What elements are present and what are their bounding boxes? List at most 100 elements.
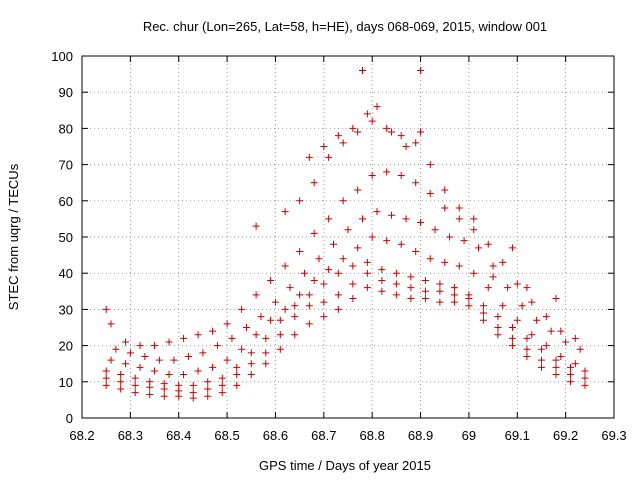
data-point bbox=[537, 345, 545, 353]
data-point bbox=[310, 229, 318, 237]
data-point bbox=[412, 179, 420, 187]
data-point bbox=[204, 378, 212, 386]
y-tick-label: 20 bbox=[59, 339, 73, 354]
x-tick-label: 68.5 bbox=[214, 428, 239, 443]
y-tick-label: 100 bbox=[51, 49, 73, 64]
data-point bbox=[479, 309, 487, 317]
x-tick-label: 68.4 bbox=[166, 428, 191, 443]
data-point bbox=[484, 284, 492, 292]
data-point bbox=[320, 298, 328, 306]
data-point bbox=[276, 316, 284, 324]
data-point bbox=[310, 276, 318, 284]
data-point bbox=[518, 302, 526, 310]
data-point bbox=[368, 233, 376, 241]
data-point bbox=[562, 338, 570, 346]
y-tick-label: 60 bbox=[59, 194, 73, 209]
data-point bbox=[407, 273, 415, 281]
data-point bbox=[523, 352, 531, 360]
data-point bbox=[513, 280, 521, 288]
data-point bbox=[136, 363, 144, 371]
data-point bbox=[315, 255, 323, 263]
data-point bbox=[184, 352, 192, 360]
data-point bbox=[552, 356, 560, 364]
y-tick-label: 90 bbox=[59, 85, 73, 100]
data-point bbox=[189, 381, 197, 389]
data-point bbox=[349, 280, 357, 288]
data-point bbox=[334, 132, 342, 140]
data-point bbox=[547, 327, 555, 335]
data-point bbox=[141, 352, 149, 360]
data-point bbox=[257, 313, 265, 321]
data-point bbox=[160, 380, 168, 388]
data-point bbox=[441, 258, 449, 266]
data-point bbox=[388, 128, 396, 136]
data-point bbox=[102, 381, 110, 389]
data-point bbox=[175, 381, 183, 389]
data-point bbox=[117, 371, 125, 379]
data-point bbox=[354, 186, 362, 194]
chart-title: Rec. chur (Lon=265, Lat=58, h=HE), days … bbox=[143, 19, 547, 34]
data-point bbox=[112, 345, 120, 353]
data-point bbox=[349, 262, 357, 270]
data-point bbox=[581, 374, 589, 382]
data-point bbox=[566, 371, 574, 379]
data-point bbox=[475, 244, 483, 252]
data-point bbox=[102, 367, 110, 375]
data-point bbox=[489, 262, 497, 270]
data-point bbox=[131, 374, 139, 382]
data-point bbox=[378, 266, 386, 274]
data-point bbox=[470, 215, 478, 223]
data-point bbox=[378, 287, 386, 295]
data-point bbox=[417, 66, 425, 74]
x-axis-label: GPS time / Days of year 2015 bbox=[259, 458, 431, 473]
data-point bbox=[126, 349, 134, 357]
data-point bbox=[528, 331, 536, 339]
data-point bbox=[339, 255, 347, 263]
data-point bbox=[339, 139, 347, 147]
data-point bbox=[262, 334, 270, 342]
data-point bbox=[320, 313, 328, 321]
data-point bbox=[271, 298, 279, 306]
data-point bbox=[247, 371, 255, 379]
data-point bbox=[373, 208, 381, 216]
data-point bbox=[267, 316, 275, 324]
data-point bbox=[499, 302, 507, 310]
data-point bbox=[417, 219, 425, 227]
data-point bbox=[436, 298, 444, 306]
data-point bbox=[470, 226, 478, 234]
data-point bbox=[450, 291, 458, 299]
data-point bbox=[131, 389, 139, 397]
x-tick-label: 69.1 bbox=[505, 428, 530, 443]
x-tick-label: 68.3 bbox=[118, 428, 143, 443]
data-point bbox=[247, 360, 255, 368]
data-point bbox=[305, 153, 313, 161]
data-point bbox=[305, 320, 313, 328]
data-point bbox=[320, 280, 328, 288]
data-point bbox=[165, 371, 173, 379]
x-tick-label: 69.3 bbox=[601, 428, 626, 443]
data-point bbox=[160, 392, 168, 400]
data-point bbox=[402, 215, 410, 223]
data-point bbox=[402, 143, 410, 150]
data-point bbox=[436, 280, 444, 288]
data-point bbox=[412, 139, 420, 147]
data-point bbox=[296, 247, 304, 255]
data-point bbox=[557, 327, 565, 335]
data-point bbox=[310, 179, 318, 187]
data-point bbox=[233, 381, 241, 389]
data-point bbox=[542, 342, 550, 350]
data-point bbox=[136, 342, 144, 350]
data-point bbox=[421, 295, 429, 303]
data-point bbox=[325, 215, 333, 223]
data-point bbox=[252, 331, 260, 339]
data-point bbox=[378, 276, 386, 284]
data-point bbox=[194, 367, 202, 375]
data-point bbox=[281, 262, 289, 270]
data-point bbox=[450, 298, 458, 306]
data-point bbox=[204, 385, 212, 393]
data-point bbox=[180, 371, 188, 379]
data-point bbox=[436, 287, 444, 295]
data-point bbox=[388, 211, 396, 219]
y-tick-label: 40 bbox=[59, 266, 73, 281]
data-point bbox=[552, 371, 560, 379]
